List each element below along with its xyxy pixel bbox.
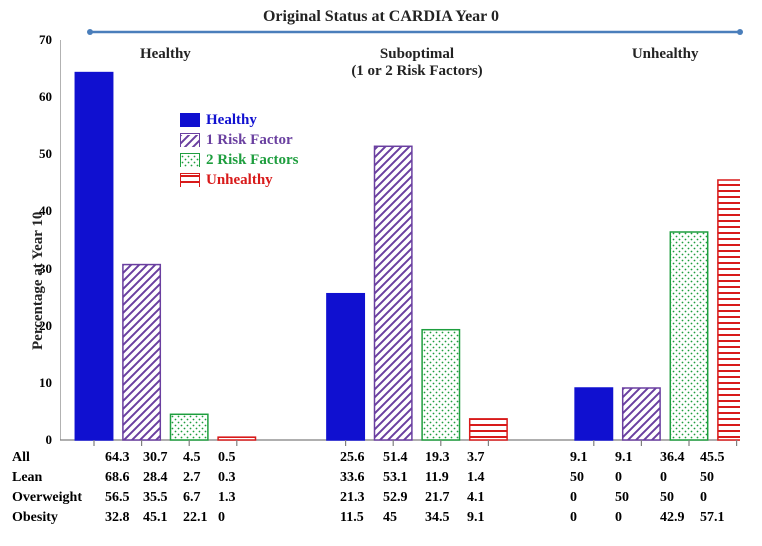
table-cell: 42.9: [660, 510, 685, 526]
group-title: Unhealthy: [565, 46, 762, 63]
table-cell: 4.1: [467, 490, 485, 506]
table-row-label: Obesity: [12, 510, 58, 526]
bar: [218, 437, 255, 440]
table-cell: 19.3: [425, 450, 450, 466]
table-cell: 25.6: [340, 450, 365, 466]
table-cell: 21.3: [340, 490, 365, 506]
table-row-label: All: [12, 450, 30, 466]
table-cell: 36.4: [660, 450, 685, 466]
table-cell: 34.5: [425, 510, 450, 526]
table-cell: 0: [700, 490, 707, 506]
y-tick: 0: [30, 432, 52, 448]
legend-item: 2 Risk Factors: [180, 150, 299, 170]
bar: [327, 294, 364, 440]
legend-item: Unhealthy: [180, 170, 299, 190]
table-cell: 57.1: [700, 510, 725, 526]
table-cell: 4.5: [183, 450, 201, 466]
table-cell: 11.5: [340, 510, 364, 526]
table-row-label: Overweight: [12, 490, 82, 506]
table-cell: 2.7: [183, 470, 201, 486]
table-cell: 0: [615, 510, 622, 526]
y-tick: 30: [30, 261, 52, 277]
bar: [470, 419, 507, 440]
table-cell: 0: [570, 510, 577, 526]
table-cell: 50: [660, 490, 674, 506]
table-cell: 21.7: [425, 490, 450, 506]
group-title: Healthy: [65, 46, 265, 63]
y-tick: 70: [30, 32, 52, 48]
table-cell: 0: [218, 510, 225, 526]
table-cell: 45: [383, 510, 397, 526]
table-cell: 0: [570, 490, 577, 506]
table-cell: 45.1: [143, 510, 168, 526]
y-tick: 50: [30, 146, 52, 162]
legend-label: Healthy: [206, 112, 257, 129]
legend-item: Healthy: [180, 110, 299, 130]
title-underline: [86, 28, 744, 36]
table-cell: 22.1: [183, 510, 208, 526]
table-cell: 50: [615, 490, 629, 506]
table-cell: 33.6: [340, 470, 365, 486]
table-cell: 50: [700, 470, 714, 486]
legend-swatch: [180, 113, 200, 127]
legend-swatch: [180, 153, 200, 167]
table-cell: 6.7: [183, 490, 201, 506]
chart-container: { "title": "Original Status at CARDIA Ye…: [0, 0, 762, 546]
bar: [171, 414, 208, 440]
table-cell: 9.1: [467, 510, 485, 526]
table-row-label: Lean: [12, 470, 42, 486]
table-cell: 0.5: [218, 450, 236, 466]
table-cell: 0: [660, 470, 667, 486]
table-cell: 50: [570, 470, 584, 486]
table-cell: 0: [615, 470, 622, 486]
group-title: Suboptimal (1 or 2 Risk Factors): [317, 46, 517, 81]
table-cell: 0.3: [218, 470, 236, 486]
y-tick: 60: [30, 89, 52, 105]
table-cell: 52.9: [383, 490, 408, 506]
table-cell: 1.4: [467, 470, 485, 486]
table-cell: 68.6: [105, 470, 130, 486]
table-cell: 11.9: [425, 470, 449, 486]
bar: [123, 265, 160, 440]
bar: [670, 232, 707, 440]
table-cell: 51.4: [383, 450, 408, 466]
legend-item: 1 Risk Factor: [180, 130, 299, 150]
table-cell: 9.1: [570, 450, 588, 466]
y-tick: 40: [30, 203, 52, 219]
legend-label: Unhealthy: [206, 172, 273, 189]
table-cell: 53.1: [383, 470, 408, 486]
table-cell: 64.3: [105, 450, 130, 466]
table-cell: 3.7: [467, 450, 485, 466]
table-cell: 32.8: [105, 510, 130, 526]
bar: [623, 388, 660, 440]
bar-chart: [60, 40, 740, 452]
legend: Healthy 1 Risk Factor 2 Risk Factors Unheal…: [180, 110, 299, 190]
y-tick: 20: [30, 318, 52, 334]
table-cell: 9.1: [615, 450, 633, 466]
bar: [75, 73, 112, 440]
table-cell: 1.3: [218, 490, 236, 506]
chart-title: Original Status at CARDIA Year 0: [0, 8, 762, 26]
bar: [375, 146, 412, 440]
y-tick: 10: [30, 375, 52, 391]
table-cell: 56.5: [105, 490, 130, 506]
table-cell: 30.7: [143, 450, 168, 466]
bar: [718, 180, 740, 440]
bar: [575, 388, 612, 440]
table-cell: 35.5: [143, 490, 168, 506]
table-cell: 45.5: [700, 450, 725, 466]
bar: [422, 330, 459, 440]
legend-label: 2 Risk Factors: [206, 152, 299, 169]
legend-swatch: [180, 173, 200, 187]
legend-label: 1 Risk Factor: [206, 132, 293, 149]
legend-swatch: [180, 133, 200, 147]
table-cell: 28.4: [143, 470, 168, 486]
